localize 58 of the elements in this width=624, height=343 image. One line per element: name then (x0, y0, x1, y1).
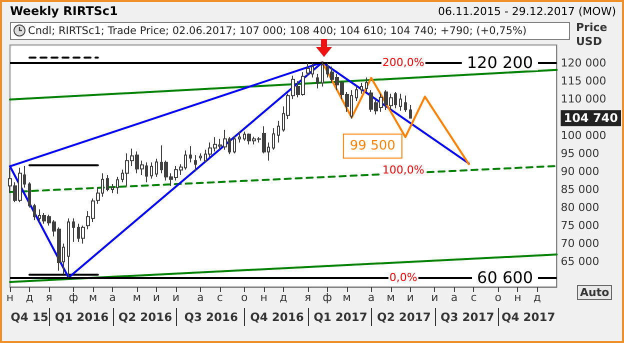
x-tick-label: м (132, 291, 142, 304)
x-tick-label: ф (68, 291, 78, 304)
x-tick-label: м (386, 291, 395, 304)
y-tick-label: 85 000 (560, 182, 600, 196)
x-tick-label: о (240, 291, 248, 304)
text: Q3 2017 (434, 308, 500, 326)
text: Q4 15 (10, 309, 50, 326)
x-tick-label: н (6, 291, 14, 304)
x-tick-label: ф (322, 291, 332, 304)
annotation: 200,0% (382, 56, 424, 69)
x-tick-label: н (260, 291, 268, 304)
x-tick-label: я (46, 291, 52, 304)
y-tick-label: 104 740 (564, 111, 618, 126)
x-tick-label: а (450, 291, 458, 304)
y-axis-title: Price USD (576, 21, 608, 49)
x-tick-label: м (88, 291, 98, 304)
y-tick-label: 115 000 (560, 74, 606, 88)
ref-line-label: 120 200 (466, 52, 533, 72)
text: Q3 2016 (176, 308, 246, 326)
x-tick-label: и (172, 291, 180, 304)
x-tick-label: и (406, 291, 414, 304)
text: Auto (577, 285, 612, 300)
text: Cndl; RIRTSc1; Trade Price; 02.06.2017; 107 000; 108 400; 104 610; 104 740; +790; (+0,75%) (10, 22, 570, 40)
y-tick-label: 100 000 (560, 128, 606, 142)
x-tick-label: я (304, 291, 312, 304)
data-label: 99 500 (350, 138, 396, 154)
x-tick-label: с (216, 291, 223, 304)
y-tick-label: 110 000 (560, 92, 606, 106)
text: Q4 2017 (498, 308, 558, 326)
text: Q4 2016 (244, 308, 309, 326)
y-tick-label: 90 000 (560, 164, 600, 178)
chart-title: Weekly RIRTSc1 (10, 4, 118, 18)
x-tick-label: д (280, 291, 288, 304)
chart-subtitle: 06.11.2015 - 29.12.2017 (MOW) (438, 5, 616, 18)
x-tick-label: д (26, 291, 34, 304)
x-tick-label: о (494, 291, 502, 304)
x-tick-label: и (431, 291, 438, 304)
x-tick-label: а (109, 291, 116, 304)
x-tick-label: и (152, 291, 160, 304)
text: Q1 2017 (308, 308, 372, 326)
y-tick-label: 120 000 (560, 56, 606, 70)
y-tick-label: 70 000 (560, 237, 600, 250)
y-tick-label: 95 000 (560, 146, 600, 160)
y-tick-label: 80 000 (560, 201, 600, 214)
text: Q1 2016 (49, 308, 114, 326)
annotation: 100,0% (382, 163, 424, 176)
text: Q2 2017 (371, 308, 436, 326)
x-tick-label: м (342, 291, 351, 304)
y-tick-label: 75 000 (560, 219, 600, 232)
x-tick-label: с (470, 291, 477, 304)
x-tick-label: н (514, 291, 522, 304)
y-tick-label: 65 000 (560, 255, 600, 268)
x-tick-label: д (533, 291, 542, 304)
annotation: 0,0% (389, 271, 418, 284)
x-tick-label: а (368, 291, 375, 304)
x-tick-label: а (197, 291, 204, 304)
text: Q2 2016 (112, 308, 177, 326)
ref-line-label: 60 600 (477, 268, 533, 288)
